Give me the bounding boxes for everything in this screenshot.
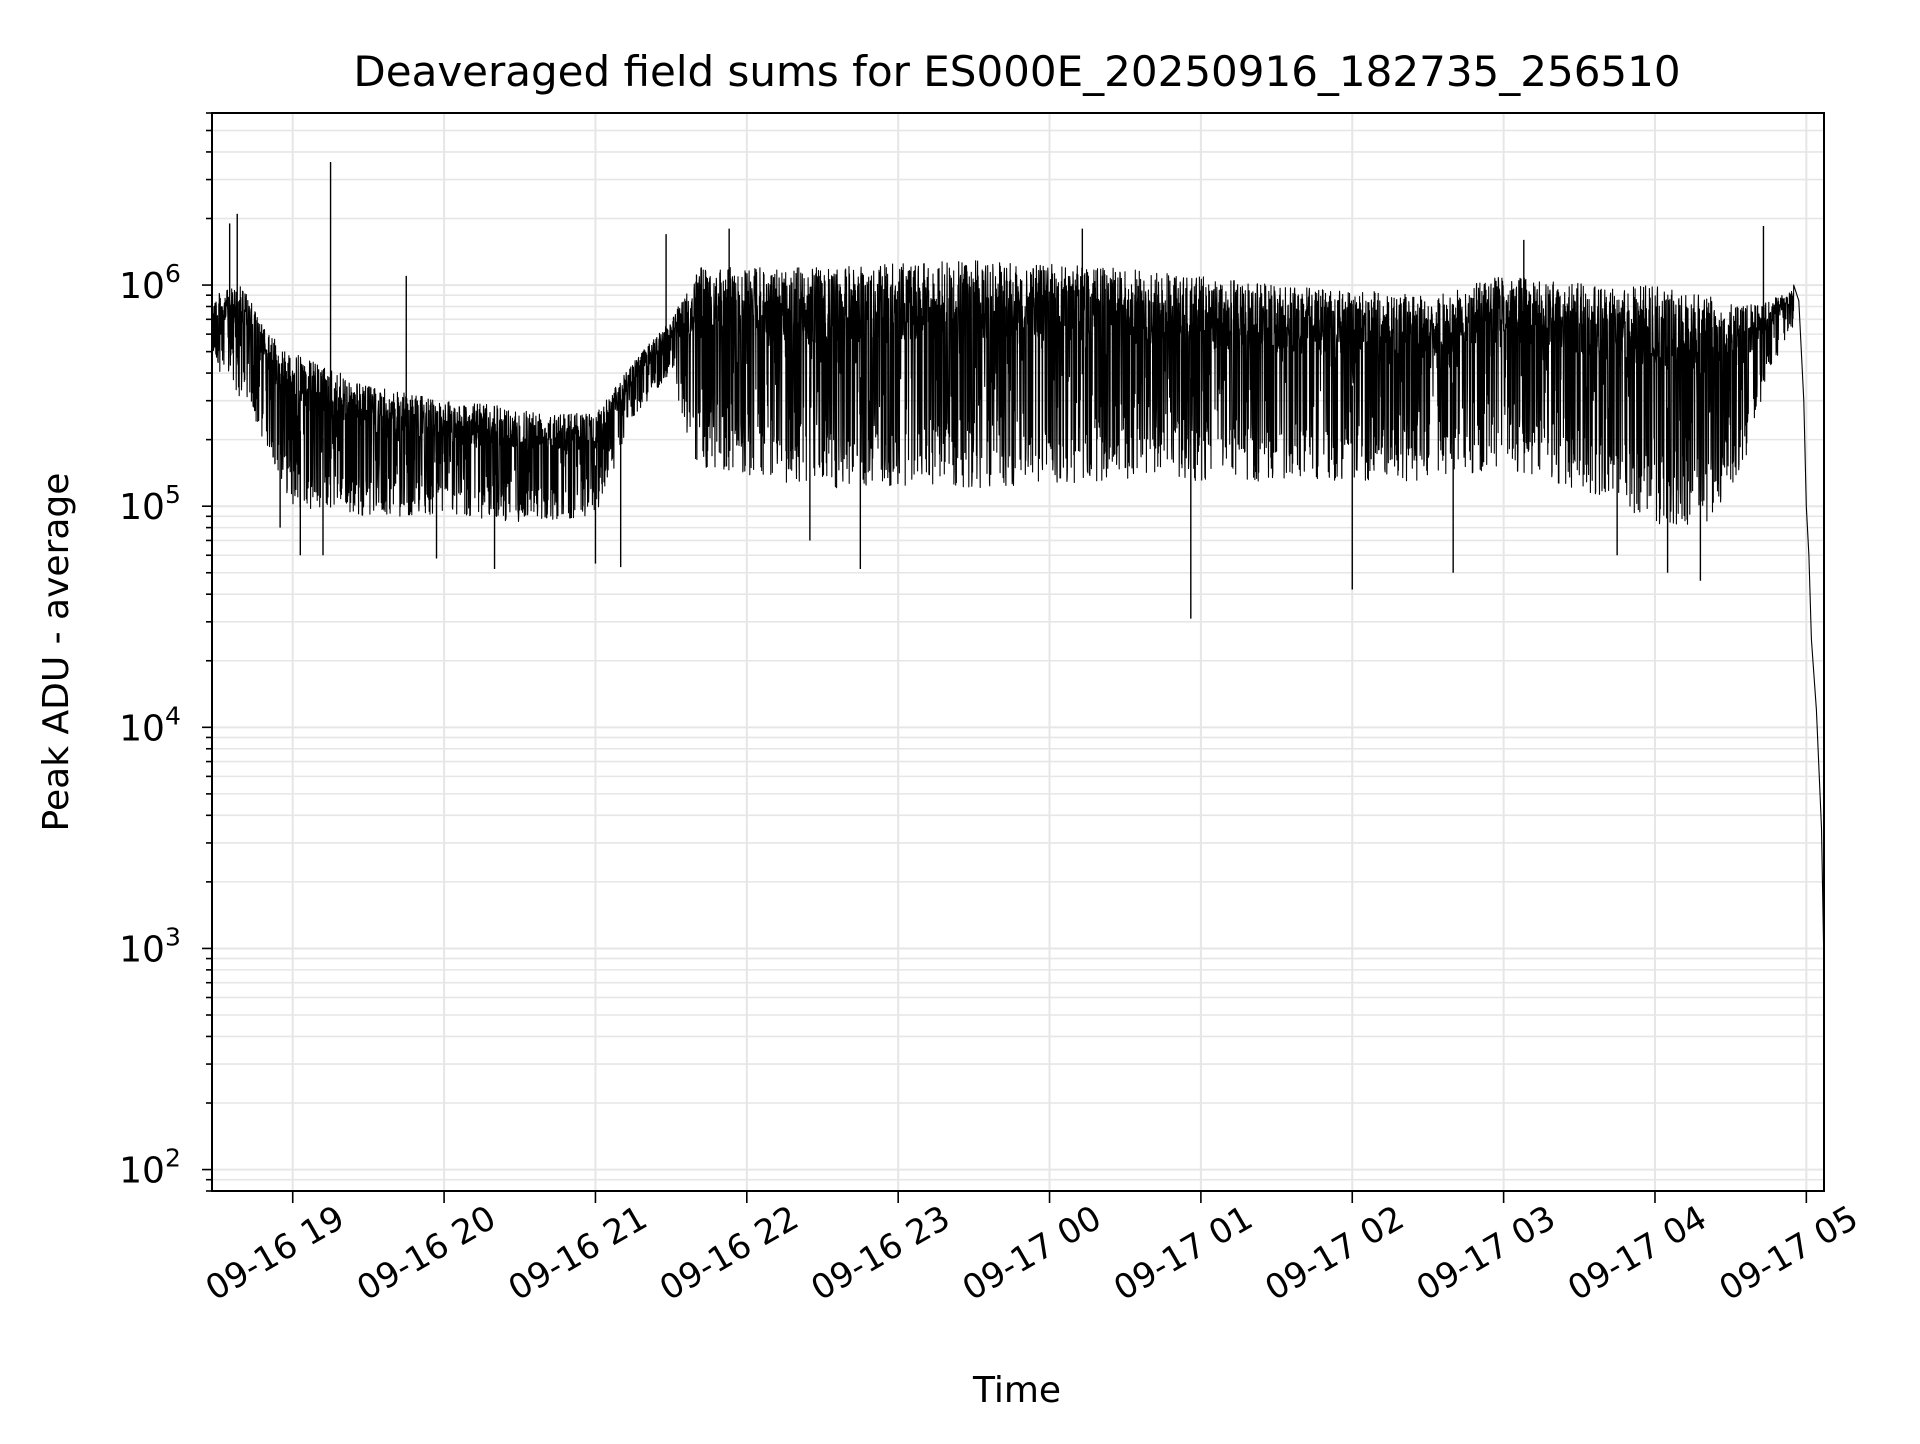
y-tick-base: 10 xyxy=(119,708,165,749)
data-series-line xyxy=(211,260,1825,970)
y-tick-label: 106 xyxy=(119,259,181,307)
y-tick-base: 10 xyxy=(119,1151,165,1192)
y-tick-exponent: 3 xyxy=(165,922,181,951)
y-tick-base: 10 xyxy=(119,266,165,307)
y-tick-label: 105 xyxy=(119,480,181,528)
y-tick-exponent: 5 xyxy=(165,480,181,509)
plot-area xyxy=(211,162,1825,970)
y-tick-exponent: 6 xyxy=(165,259,181,288)
y-tick-label: 104 xyxy=(119,701,181,749)
y-tick-exponent: 2 xyxy=(165,1144,181,1173)
y-tick-label: 103 xyxy=(119,922,181,970)
x-axis-label: Time xyxy=(972,1370,1061,1411)
y-tick-base: 10 xyxy=(119,487,165,528)
y-tick-label: 102 xyxy=(119,1144,181,1192)
y-axis-label: Peak ADU - average xyxy=(36,473,77,832)
y-tick-base: 10 xyxy=(119,929,165,970)
y-tick-exponent: 4 xyxy=(165,701,181,730)
chart-title: Deaveraged field sums for ES000E_2025091… xyxy=(353,47,1680,96)
axes-frame xyxy=(211,112,1825,1192)
